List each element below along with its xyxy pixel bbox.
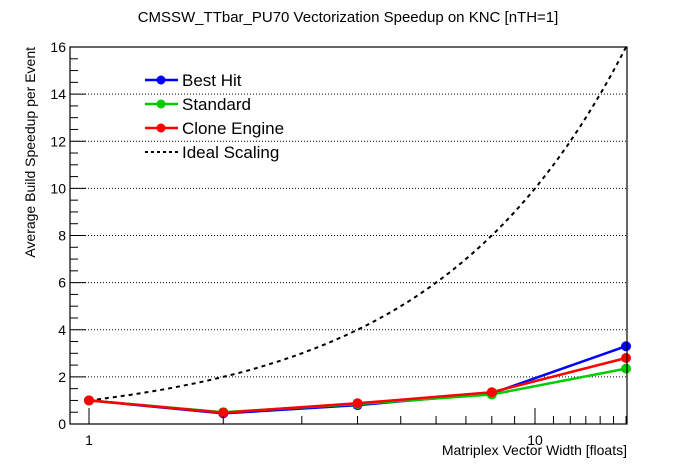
y-tick-label: 6: [58, 275, 66, 291]
grid-lines: [70, 93, 627, 378]
legend-marker: [156, 75, 166, 85]
y-tick-label: 2: [58, 369, 66, 385]
x-tick-label: 10: [527, 432, 543, 448]
data-point-clone-engine: [84, 395, 94, 406]
data-point-clone-engine: [621, 353, 632, 364]
y-tick-label: 12: [50, 133, 66, 149]
data-point-clone-engine: [218, 407, 229, 418]
legend-item-ideal-scaling: Ideal Scaling: [145, 143, 279, 162]
chart-title: CMSSW_TTbar_PU70 Vectorization Speedup o…: [138, 9, 559, 26]
data-point-standard: [621, 363, 632, 374]
y-tick-label: 10: [50, 180, 66, 196]
y-tick-label: 4: [58, 322, 66, 338]
y-tick-label: 0: [58, 416, 66, 432]
legend-item-best-hit: Best Hit: [145, 71, 242, 90]
y-axis: 0 2 4 6 8 10 12 14 16: [50, 39, 86, 432]
x-axis-label: Matriplex Vector Width [floats]: [442, 442, 627, 458]
legend-label: Best Hit: [182, 71, 242, 90]
y-axis-label: Average Build Speedup per Event: [22, 47, 38, 258]
data-point-best-hit: [621, 341, 632, 352]
series-layer: [84, 341, 632, 419]
legend-marker: [156, 123, 166, 133]
y-tick-label: 14: [50, 86, 66, 102]
series-line-ideal-scaling: [88, 46, 627, 402]
legend-item-clone-engine: Clone Engine: [145, 119, 284, 138]
y-tick-label: 16: [50, 39, 66, 55]
legend-label: Clone Engine: [182, 119, 284, 138]
legend-label: Ideal Scaling: [182, 143, 279, 162]
x-axis: 1 10: [85, 408, 627, 448]
data-point-clone-engine: [352, 398, 363, 409]
legend: Best Hit Standard Clone Engine Ideal Scalin…: [145, 71, 284, 162]
x-tick-label: 1: [85, 432, 93, 448]
legend-marker: [156, 99, 166, 109]
data-point-clone-engine: [486, 387, 497, 398]
legend-item-standard: Standard: [145, 95, 251, 114]
ideal-scaling-layer: [88, 46, 627, 402]
legend-label: Standard: [182, 95, 251, 114]
y-tick-label: 8: [58, 228, 66, 244]
